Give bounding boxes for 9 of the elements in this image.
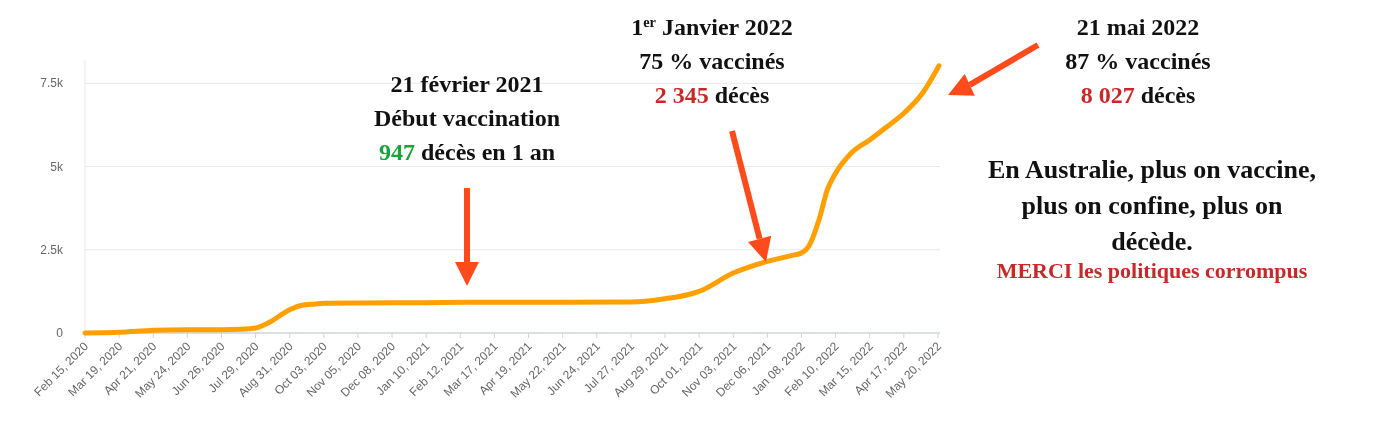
y-tick-label: 7.5k [40, 76, 64, 91]
annotation: 21 février 2021 Début vaccination 947 décès en 1 an [374, 71, 560, 165]
annotation: 1$^{er}$ Janvier 2022 75 % vaccinés 2 345 décès [631, 14, 793, 108]
text: 21 mai 2022 87 % vaccinés 8 027 décès [1065, 14, 1211, 108]
y-tick-label: 2.5k [40, 242, 64, 257]
y-tick-label: 5k [50, 159, 64, 174]
text: En Australie, plus on vaccine, plus on confine, plus on décède. [988, 155, 1316, 256]
text: MERCI les politiques corrompus [996, 258, 1308, 283]
y-tick-label: 0 [56, 326, 64, 340]
